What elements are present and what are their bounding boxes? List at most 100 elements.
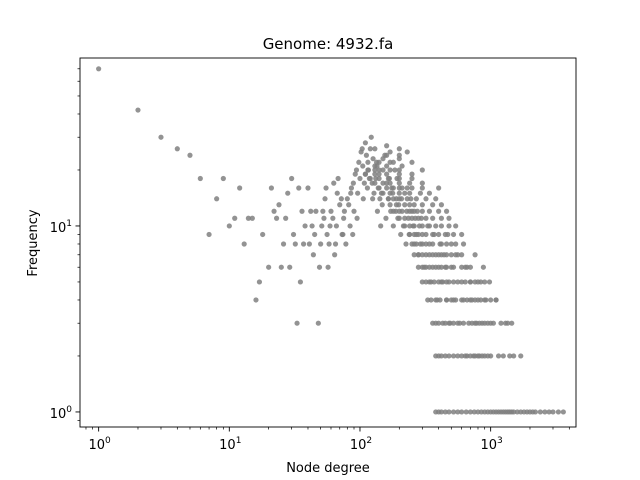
data-point (443, 208, 450, 214)
data-point (419, 279, 425, 285)
data-point (396, 190, 402, 196)
data-point (419, 264, 425, 270)
data-point (407, 180, 413, 186)
data-point (310, 252, 316, 258)
x-tick-label: 100 (89, 436, 112, 453)
data-point (479, 353, 485, 359)
data-point (340, 231, 346, 238)
x-axis: 100 101 102 103 (85, 427, 570, 453)
data-point (459, 264, 465, 270)
data-point (302, 223, 308, 229)
data-point (387, 202, 393, 208)
data-point (426, 208, 433, 214)
y-axis: 100 101 (50, 68, 80, 422)
data-point (482, 320, 488, 326)
data-point (376, 159, 382, 165)
data-point (348, 190, 354, 196)
data-point (459, 279, 465, 285)
data-point (460, 320, 467, 326)
data-point (378, 223, 384, 229)
data-point (480, 264, 486, 270)
data-point (415, 264, 422, 270)
data-point (273, 215, 280, 221)
data-point (399, 163, 405, 169)
data-point (488, 297, 494, 303)
data-point (426, 190, 433, 196)
data-point (446, 215, 452, 221)
data-point (364, 185, 371, 191)
data-point (365, 167, 371, 173)
data-point (214, 196, 220, 202)
data-point (550, 409, 556, 415)
data-point (532, 409, 538, 415)
data-point (455, 409, 461, 415)
data-point (560, 409, 566, 415)
data-point (374, 208, 381, 214)
data-point (372, 180, 378, 186)
data-point (408, 196, 414, 202)
data-point (341, 215, 347, 221)
data-point (438, 252, 445, 258)
data-point (500, 353, 506, 359)
data-point (433, 264, 439, 270)
data-point (453, 297, 459, 303)
data-point (436, 320, 442, 326)
data-point (511, 409, 517, 415)
data-point (505, 320, 511, 326)
data-point (396, 146, 402, 152)
data-point (415, 252, 422, 258)
data-point (384, 143, 390, 149)
data-point (297, 279, 303, 285)
data-point (413, 196, 419, 202)
data-point (436, 185, 442, 191)
data-point (387, 180, 393, 186)
data-point (206, 231, 212, 238)
data-point (380, 156, 386, 162)
data-point (396, 152, 402, 158)
data-point (450, 320, 457, 326)
data-point (309, 223, 315, 229)
data-point (542, 409, 548, 415)
data-point (407, 231, 413, 238)
data-point (360, 163, 366, 169)
data-point (423, 196, 429, 202)
data-point (294, 320, 300, 326)
data-point (316, 264, 323, 270)
data-point (546, 409, 552, 415)
data-point (260, 231, 266, 238)
data-point (365, 159, 371, 165)
data-point (442, 409, 448, 415)
data-point (409, 171, 415, 177)
data-point (332, 252, 338, 258)
data-point (433, 223, 439, 229)
data-point (359, 146, 365, 152)
data-point (453, 241, 459, 247)
chart-title: Genome: 4932.fa (263, 35, 394, 53)
data-point (440, 279, 446, 285)
data-point (390, 185, 396, 191)
data-point (313, 208, 319, 214)
data-point (390, 196, 396, 202)
data-point (289, 175, 295, 182)
data-point (396, 196, 402, 202)
data-point (403, 241, 409, 247)
data-point (442, 353, 448, 359)
data-point (253, 297, 259, 303)
data-point (392, 167, 398, 173)
data-point (459, 297, 465, 303)
data-point (324, 231, 330, 238)
data-point (241, 241, 247, 247)
data-point (411, 252, 417, 258)
y-axis-title: Frequency (26, 209, 41, 276)
data-point (446, 320, 452, 326)
data-point (450, 279, 457, 285)
data-point (370, 196, 376, 202)
data-point (370, 156, 376, 162)
data-point (352, 171, 358, 177)
data-point (351, 208, 357, 214)
x-tick-label: 103 (481, 436, 503, 453)
data-point (555, 409, 562, 415)
data-point (341, 208, 347, 214)
data-point (448, 297, 454, 303)
data-point (442, 231, 448, 238)
